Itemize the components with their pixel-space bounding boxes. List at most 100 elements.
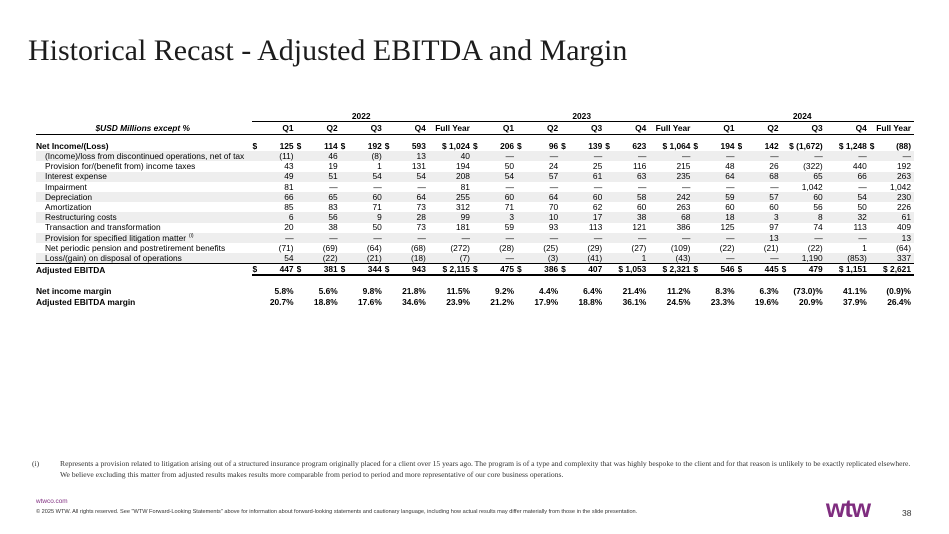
table-cell: — <box>472 253 518 264</box>
quarter-header-row: $USD Millions except % Q1 Q2 Q3 Q4 Full Year… <box>36 121 914 135</box>
table-cell: 32 <box>825 212 870 223</box>
table-cell: (8) <box>340 151 385 162</box>
table-cell: 9 <box>340 212 385 223</box>
table-row: Impairment 81 — — — 81 — — — — — — — 1,042 — 1,042 <box>36 182 914 192</box>
quarter-header-cell: Q4 <box>384 121 429 135</box>
quarter-header-cell: Q1 <box>472 121 518 135</box>
table-cell: 3 <box>472 212 518 223</box>
currency-symbol: $ <box>737 264 743 275</box>
footer-url-link[interactable]: wtwco.com <box>36 498 68 505</box>
table-cell: $ 2,621 <box>869 263 914 277</box>
table-cell: — <box>693 151 738 162</box>
currency-symbol: $ <box>517 264 522 275</box>
row-label-text: Net income margin <box>36 286 112 297</box>
currency-symbol: $ <box>561 141 566 151</box>
table-cell: 9.2% <box>494 286 515 297</box>
currency-symbol: $ <box>384 141 390 151</box>
row-label: Restructuring costs <box>36 212 253 223</box>
table-cell: — <box>517 151 562 162</box>
table-cell: 73 <box>416 222 426 233</box>
table-cell: $125 <box>252 141 296 151</box>
table-cell: 65 <box>781 171 826 182</box>
table-cell: 60 <box>725 202 735 213</box>
year-header-spacer <box>36 111 252 122</box>
table-cell: 50 <box>857 202 867 213</box>
quarter-header-cell: Full Year <box>428 121 473 135</box>
currency-symbol: $ <box>252 141 258 151</box>
table-cell: 13 <box>384 151 429 162</box>
row-label: Provision for specified litigation matte… <box>36 232 253 243</box>
footnote: (i) Represents a provision related to li… <box>32 458 912 480</box>
table-cell: — <box>737 253 782 264</box>
table-cell: — <box>693 253 738 264</box>
table-cell: 41.1% <box>843 286 867 297</box>
table-cell: — <box>384 232 429 243</box>
table-cell: 192 <box>897 161 911 172</box>
table-cell: (322) <box>803 161 823 172</box>
table-cell: 60 <box>769 202 779 213</box>
table-row: Net periodic pension and postretirement … <box>36 243 914 253</box>
table-cell: — <box>340 232 385 243</box>
table-cell: — <box>781 232 826 243</box>
table-cell: $ 1,024 <box>442 141 470 151</box>
table-cell: (25) <box>543 242 559 253</box>
table-cell: 59 <box>504 222 515 233</box>
table-cell: — <box>252 232 297 243</box>
table-cell: $139 <box>561 141 605 151</box>
table-cell: 58 <box>605 191 650 203</box>
table-cell: (109) <box>670 242 691 253</box>
table-cell: 18.8% <box>578 296 603 307</box>
table-cell: (11) <box>252 151 297 162</box>
table-cell: — <box>737 151 782 162</box>
table-cell: (69) <box>322 242 338 253</box>
table-cell: 409 <box>897 222 911 233</box>
table-cell: — <box>517 232 562 243</box>
section-spacer <box>36 275 914 286</box>
table-cell: 6.4% <box>583 286 603 297</box>
ebitda-table-container: 2022 2023 2024 $USD Millions except % Q1… <box>36 111 914 307</box>
table-cell: 230 <box>869 191 914 203</box>
row-label: Amortization <box>36 202 252 212</box>
ebitda-table: 2022 2023 2024 $USD Millions except % Q1… <box>36 111 914 307</box>
row-label: Transaction and transformation <box>36 223 252 233</box>
row-label-text: Adjusted EBITDA <box>36 264 106 275</box>
table-cell: 36.1% <box>622 296 647 307</box>
table-cell: $192 <box>341 141 385 151</box>
table-cell: — <box>417 181 426 192</box>
table-cell: (853) <box>825 253 870 264</box>
cell-value: 344 <box>367 264 382 275</box>
cell-value: 114 <box>324 141 338 151</box>
table-cell: 131 <box>411 161 426 172</box>
row-label: Depreciation <box>36 191 253 203</box>
table-cell: $142 <box>738 141 782 151</box>
table-cell: — <box>329 181 338 192</box>
table-cell: — <box>649 151 694 162</box>
currency-symbol: $ <box>472 141 478 151</box>
table-cell: (22) <box>296 253 341 264</box>
table-cell: $381 <box>296 263 341 277</box>
currency-symbol: $ <box>693 141 699 151</box>
table-cell: 18 <box>693 212 738 223</box>
currency-symbol: $ <box>737 141 743 151</box>
row-label-text: (Income)/loss from discontinued operatio… <box>45 151 245 162</box>
table-cell: $546 <box>693 263 738 277</box>
currency-symbol: $ <box>561 264 566 275</box>
table-row: (Income)/loss from discontinued operatio… <box>36 151 914 162</box>
table-cell: 51 <box>296 171 341 182</box>
table-cell: 34.6% <box>402 296 426 307</box>
row-label: Loss/(gain) on disposal of operations <box>36 253 253 264</box>
table-cell: 113 <box>588 222 603 233</box>
table-cell: 81 <box>284 181 294 192</box>
table-cell: (18) <box>384 253 429 264</box>
cell-value: 479 <box>808 264 823 275</box>
table-cell: 38 <box>605 212 650 223</box>
cell-value: 546 <box>720 264 735 275</box>
row-label-text: Adjusted EBITDA margin <box>36 296 136 307</box>
table-cell: 43 <box>284 161 294 172</box>
table-cell: $ 1,248 <box>838 141 867 151</box>
table-cell: — <box>561 151 606 162</box>
table-cell: 63 <box>605 171 650 182</box>
table-cell: 93 <box>548 222 559 233</box>
table-cell: — <box>605 151 650 162</box>
cell-value: 139 <box>588 141 603 151</box>
